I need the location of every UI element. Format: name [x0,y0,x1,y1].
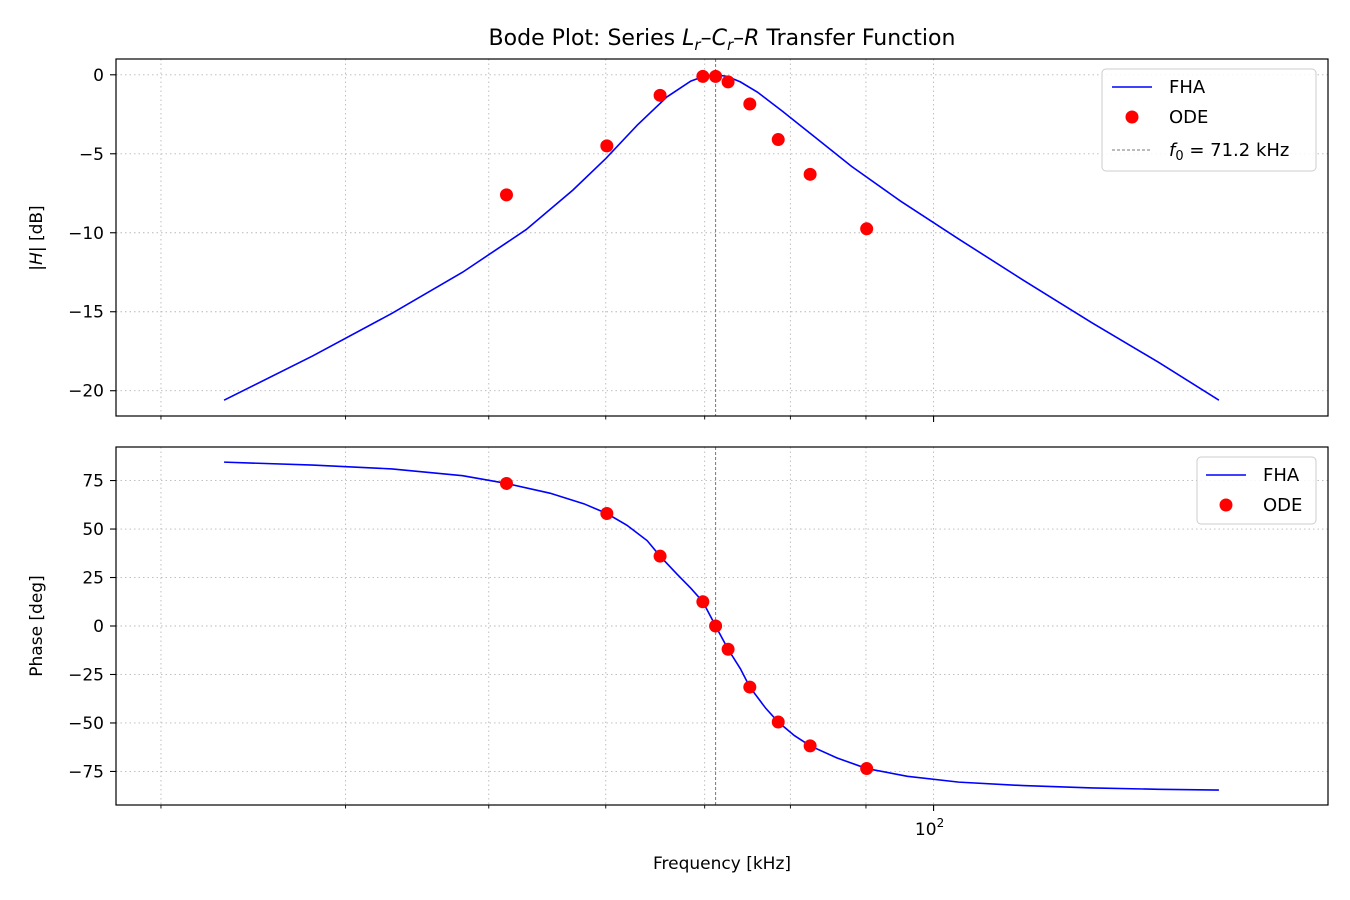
legend-f0-label: f0 = 71.2 kHz [1169,140,1289,164]
ph-y-tick-label: 0 [93,617,104,637]
legend-fha-label: FHA [1169,77,1206,98]
ph-y-tick-label: 50 [82,520,104,540]
mag-y-tick-label: −5 [79,145,104,165]
ph-ode-point [803,739,817,753]
ph-y-tick-label: 25 [82,569,104,589]
phase-fha-line [224,461,1219,791]
phase-legend-ode-marker [1219,498,1233,512]
x-tick-label-major: 102 [915,816,944,840]
magnitude-legend-box [1101,68,1317,172]
phase-grid [116,447,1328,805]
mag-ode-point [721,75,735,89]
ph-ode-point [499,476,513,490]
mag-y-tick-label: −10 [68,224,104,244]
magnitude-ticks: 0 −5 −10 −15 −20 [68,66,935,422]
magnitude-y-axis-label: |H| [dB] [27,205,47,270]
legend-ode-label: ODE [1169,107,1208,128]
phase-legend-fha-label: FHA [1263,465,1300,486]
ph-ode-point [860,762,874,776]
ph-ode-point [653,549,667,563]
phase-legend: FHA ODE [1196,456,1317,525]
phase-ode-points [499,476,874,776]
ph-y-tick-label: −75 [68,762,104,782]
legend-ode-marker [1125,110,1139,124]
mag-ode-point [771,133,785,147]
mag-ode-point [696,69,710,83]
ph-ode-point [771,715,785,729]
magnitude-legend: FHA ODE f0 = 71.2 kHz [1101,68,1317,172]
mag-ode-point [860,222,874,236]
ph-y-tick-label: 75 [82,472,104,492]
mag-ode-point [743,97,757,111]
chart-title: Bode Plot: Series Lr–Cr–R Transfer Funct… [489,26,956,54]
ph-ode-point [709,619,723,633]
phase-panel: 75 50 25 0 −25 −50 −75 102 Phase [deg] Frequenc… [27,446,1329,874]
mag-ode-point [709,69,723,83]
mag-y-tick-label: −20 [68,382,104,402]
phase-ticks: 75 50 25 0 −25 −50 −75 102 [68,472,944,840]
magnitude-panel: 0 −5 −10 −15 −20 |H| [dB] FHA ODE f0 = 71.2 … [27,58,1329,422]
ph-ode-point [696,595,710,609]
mag-ode-point [653,88,667,102]
ph-ode-point [743,680,757,694]
phase-y-axis-label: Phase [deg] [27,575,47,676]
phase-legend-ode-label: ODE [1263,495,1302,516]
magnitude-axes-frame [115,58,1329,417]
mag-ode-point [803,167,817,181]
mag-y-tick-label: −15 [68,303,104,323]
ph-y-tick-label: −25 [68,665,104,685]
mag-ode-point [600,139,614,153]
magnitude-ode-points [499,69,874,236]
x-axis-label: Frequency [kHz] [653,854,791,874]
ph-ode-point [721,642,735,656]
mag-y-tick-label: 0 [93,66,104,86]
ph-y-tick-label: −50 [68,714,104,734]
mag-ode-point [499,188,513,202]
ph-ode-point [600,507,614,521]
